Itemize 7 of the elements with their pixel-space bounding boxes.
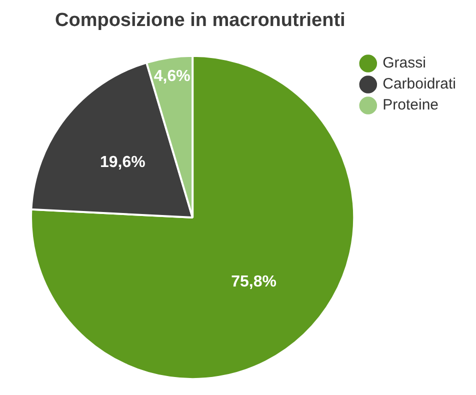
- legend-label: Grassi: [382, 54, 426, 72]
- legend-label: Proteine: [382, 96, 439, 114]
- data-label: 75,8%: [231, 273, 276, 290]
- data-label: 19,6%: [100, 154, 146, 171]
- data-label: 4,6%: [154, 68, 190, 86]
- legend-label: Carboidrati: [382, 76, 456, 93]
- chart-title: Composizione in macronutrienti: [55, 10, 346, 32]
